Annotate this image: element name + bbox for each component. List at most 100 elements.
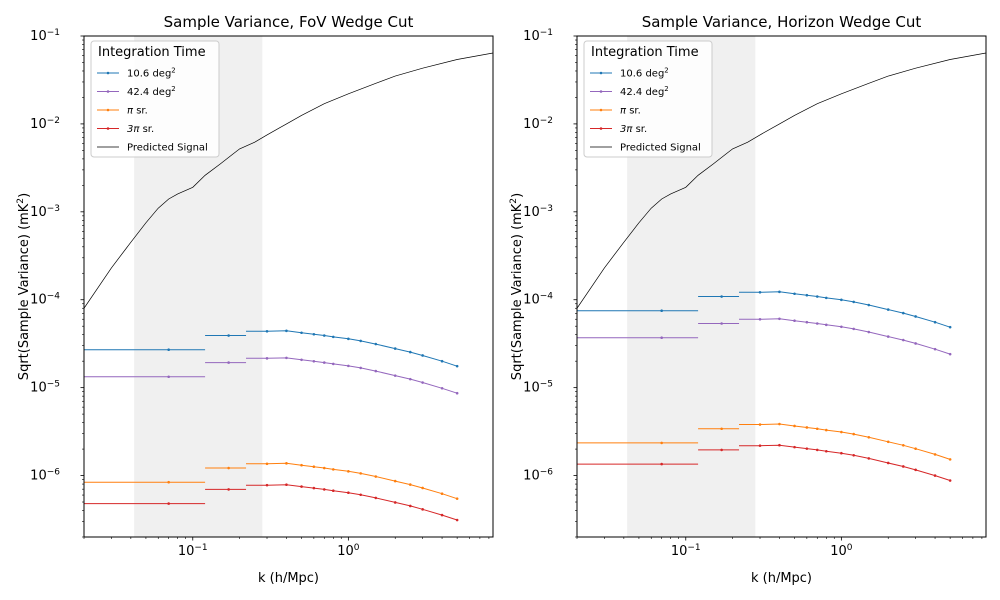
data-point <box>331 489 335 493</box>
data-point <box>322 488 326 491</box>
data-point <box>778 443 781 447</box>
data-point <box>359 472 362 475</box>
data-point <box>167 502 170 505</box>
data-point <box>758 317 762 321</box>
data-point <box>312 332 316 336</box>
x-axis-label: k (h/Mpc) <box>258 571 319 586</box>
series-line <box>246 357 458 394</box>
data-point <box>285 483 288 486</box>
legend-item-signal: Predicted Signal <box>590 143 701 154</box>
data-point <box>824 428 828 432</box>
data-point <box>886 308 890 311</box>
legend-item-10.6: 10.6 deg2 <box>590 67 669 80</box>
series-predicted-signal <box>577 52 986 309</box>
data-point <box>660 441 663 445</box>
data-point <box>265 462 269 466</box>
data-point <box>840 430 843 434</box>
data-point <box>914 468 917 472</box>
y-axis: 10−6 10−5 10−4 10−3 10−2 10−1 <box>523 28 577 538</box>
x-tick-label: 10−1 <box>178 543 208 559</box>
data-point <box>393 347 397 350</box>
series-line <box>739 291 951 328</box>
x-axis: 10−1 100 <box>576 537 983 559</box>
plot-area <box>84 52 493 522</box>
data-point <box>867 330 871 334</box>
data-point <box>347 491 350 494</box>
data-point <box>322 466 326 470</box>
legend-label: 10.6 deg2 <box>127 67 176 80</box>
legend-label: Predicted Signal <box>127 143 208 154</box>
y-tick-label: 10−3 <box>30 204 60 220</box>
x-tick-label: 10−1 <box>671 543 701 559</box>
data-point <box>312 465 316 469</box>
data-point <box>408 483 412 486</box>
data-point <box>227 334 230 337</box>
data-point <box>167 375 170 379</box>
legend-label: Predicted Signal <box>620 143 701 154</box>
data-point <box>331 335 335 339</box>
data-point <box>167 480 170 484</box>
data-point <box>421 354 424 357</box>
y-axis-label: Sqrt(Sample Variance) (mK2) <box>16 193 32 380</box>
legend: Integration Time 10.6 deg2 42.4 deg2 π sr. 3… <box>90 40 220 158</box>
data-point <box>660 336 663 339</box>
legend-item-42.4: 42.4 deg2 <box>97 85 176 98</box>
data-point <box>374 475 378 478</box>
data-point <box>793 445 796 449</box>
x-axis: 10−1 100 <box>83 537 490 559</box>
data-point <box>778 422 781 426</box>
data-point <box>300 358 303 362</box>
data-point <box>852 327 855 331</box>
data-point <box>455 391 459 395</box>
legend-title: Integration Time <box>98 45 206 60</box>
data-point <box>374 496 378 500</box>
data-point <box>167 348 170 352</box>
data-point <box>886 440 890 444</box>
y-tick-label: 10−1 <box>30 28 60 44</box>
data-point <box>948 479 952 482</box>
data-point <box>374 369 378 373</box>
data-point <box>778 290 781 294</box>
data-point <box>300 485 303 488</box>
y-tick-label: 10−4 <box>30 292 60 308</box>
data-point <box>720 295 723 298</box>
data-point <box>840 451 843 455</box>
legend-label: 3π sr. <box>620 124 647 135</box>
data-point <box>440 386 444 390</box>
data-point <box>300 331 303 335</box>
data-point <box>778 317 781 321</box>
data-point <box>322 361 326 364</box>
legend-marker <box>106 127 110 130</box>
data-point <box>815 295 819 298</box>
data-point <box>421 486 424 490</box>
data-point <box>359 366 362 370</box>
data-point <box>815 427 819 431</box>
plot-area <box>577 52 986 482</box>
data-point <box>408 504 412 508</box>
data-point <box>347 470 350 473</box>
data-point <box>758 423 762 426</box>
data-point <box>933 347 937 351</box>
data-point <box>285 356 288 360</box>
data-point <box>805 426 809 429</box>
legend-label: π sr. <box>620 106 641 117</box>
y-axis-label: Sqrt(Sample Variance) (mK2) <box>509 193 525 380</box>
data-point <box>265 357 269 360</box>
data-point <box>421 381 424 384</box>
data-point <box>660 462 663 466</box>
data-point <box>901 443 905 447</box>
series-line <box>246 484 458 521</box>
data-point <box>840 325 843 329</box>
chart-panel-horizon: 10−1 100 10−6 10−5 10−4 10−3 10−2 10−1 Sample Va… <box>509 13 987 586</box>
data-point <box>421 508 424 511</box>
data-point <box>322 334 326 337</box>
legend-item-10.6: 10.6 deg2 <box>97 67 176 80</box>
data-point <box>914 342 917 345</box>
y-tick-label: 10−6 <box>30 468 60 484</box>
data-point <box>867 303 871 307</box>
legend-marker <box>599 108 603 112</box>
data-point <box>914 315 917 318</box>
chart-panel-fov: 10−1 100 10−6 10−5 10−4 10−3 10−2 10−1 Sample Va… <box>16 13 494 586</box>
legend-item-pi: π sr. <box>97 106 148 117</box>
data-point <box>793 292 796 296</box>
